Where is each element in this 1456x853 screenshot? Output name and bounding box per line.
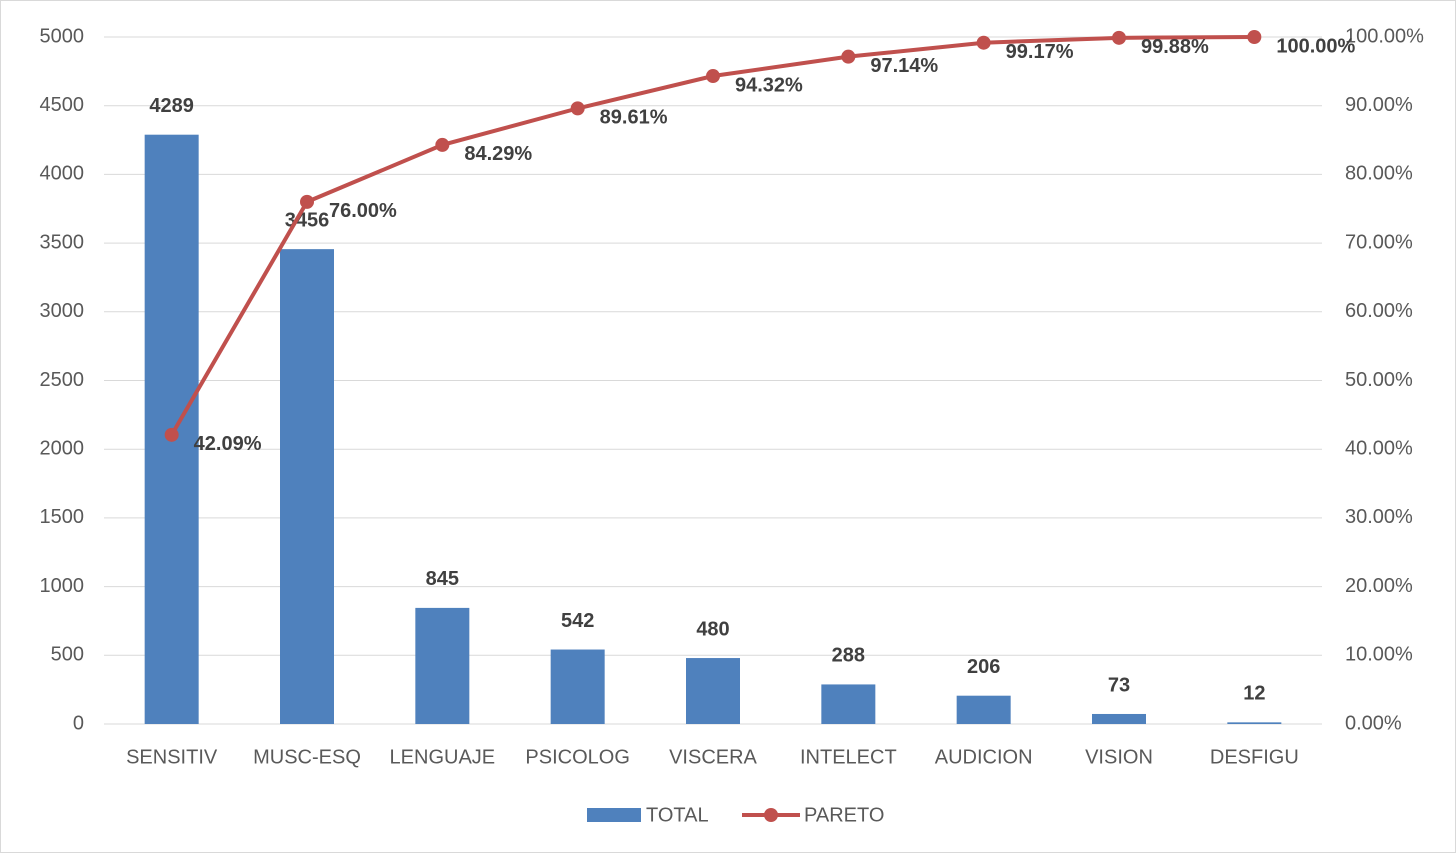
data-label: 3456 bbox=[285, 209, 330, 231]
x-tick-label: MUSC-ESQ bbox=[253, 746, 361, 768]
data-label: 542 bbox=[561, 610, 594, 632]
x-tick-label: PSICOLOG bbox=[525, 746, 629, 768]
x-tick-label: VISCERA bbox=[669, 746, 757, 768]
y2-tick-label: 30.00% bbox=[1345, 506, 1413, 528]
bar bbox=[415, 607, 470, 724]
y2-tick-label: 80.00% bbox=[1345, 163, 1413, 185]
bar bbox=[686, 658, 740, 724]
data-label: 84.29% bbox=[464, 143, 532, 165]
y-tick-label: 5000 bbox=[40, 25, 85, 47]
y2-tick-label: 100.00% bbox=[1345, 25, 1424, 47]
bar bbox=[1092, 713, 1146, 724]
data-label: 73 bbox=[1108, 674, 1130, 696]
data-label: 76.00% bbox=[329, 200, 397, 222]
y-tick-label: 4500 bbox=[40, 94, 85, 116]
pareto-marker bbox=[570, 101, 585, 116]
legend-label: PARETO bbox=[804, 804, 884, 826]
y-tick-label: 0 bbox=[73, 712, 84, 734]
data-label: 480 bbox=[696, 618, 729, 640]
x-tick-label: INTELECT bbox=[800, 746, 897, 768]
pareto-marker bbox=[300, 194, 314, 209]
data-label: 100.00% bbox=[1276, 35, 1355, 57]
pareto-marker bbox=[164, 427, 179, 442]
data-label: 288 bbox=[832, 645, 865, 667]
y-tick-label: 3500 bbox=[40, 231, 85, 253]
y2-tick-label: 50.00% bbox=[1345, 369, 1413, 391]
data-label: 206 bbox=[967, 656, 1000, 678]
y-tick-label: 2000 bbox=[40, 437, 85, 459]
pareto-marker bbox=[976, 35, 991, 50]
pareto-marker bbox=[706, 69, 720, 84]
legend-marker bbox=[764, 808, 778, 822]
data-label: 89.61% bbox=[600, 107, 668, 129]
data-label: 99.88% bbox=[1141, 36, 1209, 58]
bar bbox=[956, 695, 1011, 724]
x-tick-label: LENGUAJE bbox=[390, 746, 496, 768]
y2-tick-label: 20.00% bbox=[1345, 575, 1413, 597]
y-tick-label: 1500 bbox=[40, 506, 85, 528]
bar bbox=[280, 249, 334, 724]
pareto-marker bbox=[841, 49, 856, 64]
y2-tick-label: 40.00% bbox=[1345, 437, 1413, 459]
y-tick-label: 4000 bbox=[40, 163, 85, 185]
x-tick-label: AUDICION bbox=[935, 746, 1033, 768]
legend-label: TOTAL bbox=[646, 804, 709, 826]
y2-tick-label: 60.00% bbox=[1345, 300, 1413, 322]
x-tick-label: DESFIGU bbox=[1210, 746, 1299, 768]
data-label: 4289 bbox=[149, 95, 194, 117]
y-tick-label: 500 bbox=[51, 644, 84, 666]
data-label: 94.32% bbox=[735, 74, 803, 96]
pareto-marker bbox=[435, 137, 450, 152]
y2-tick-label: 90.00% bbox=[1345, 94, 1413, 116]
legend-swatch bbox=[587, 808, 641, 822]
bar bbox=[1227, 722, 1282, 724]
y2-tick-label: 0.00% bbox=[1345, 712, 1402, 734]
data-label: 97.14% bbox=[870, 55, 938, 77]
pareto-marker bbox=[1112, 30, 1126, 45]
y-tick-label: 3000 bbox=[40, 300, 85, 322]
pareto-marker bbox=[1247, 30, 1262, 44]
x-tick-label: SENSITIV bbox=[126, 746, 218, 768]
data-label: 99.17% bbox=[1006, 41, 1074, 63]
bar bbox=[821, 684, 876, 724]
data-label: 845 bbox=[426, 568, 459, 590]
data-label: 12 bbox=[1243, 683, 1265, 705]
y2-tick-label: 70.00% bbox=[1345, 231, 1413, 253]
x-tick-label: VISION bbox=[1085, 746, 1153, 768]
y-tick-label: 1000 bbox=[40, 575, 85, 597]
y2-tick-label: 10.00% bbox=[1345, 644, 1413, 666]
y-tick-label: 2500 bbox=[40, 369, 85, 391]
data-label: 42.09% bbox=[194, 433, 262, 455]
bar bbox=[550, 649, 605, 724]
